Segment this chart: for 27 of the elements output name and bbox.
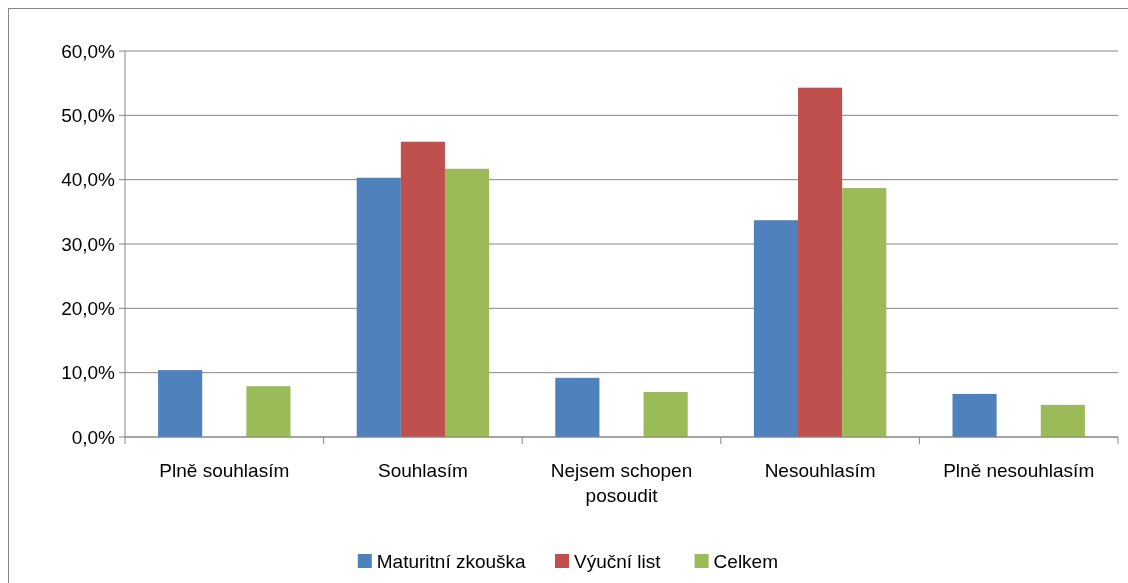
legend-label: Maturitní zkouška	[376, 550, 527, 572]
x-tick-label: Nejsem schopen posoudit	[550, 460, 693, 506]
bar	[555, 377, 600, 437]
bar	[643, 391, 688, 437]
x-tick-label: Nesouhlasím	[764, 460, 876, 481]
bar	[246, 386, 291, 437]
bar	[1040, 404, 1085, 437]
bar	[356, 177, 401, 437]
y-tick-label: 50,0%	[61, 104, 116, 126]
x-tick-label: Plně nesouhlasím	[943, 460, 1095, 481]
y-tick-label: 0,0%	[71, 426, 116, 448]
y-tick-label: 30,0%	[61, 233, 116, 255]
bar	[952, 393, 997, 437]
y-tick-label: 40,0%	[61, 169, 116, 191]
y-tick-label: 20,0%	[61, 297, 116, 319]
bar	[753, 220, 799, 437]
x-tick-label: Plně souhlasím	[159, 460, 290, 481]
bar	[158, 370, 203, 437]
legend-label: Výuční list	[574, 550, 662, 572]
bar	[798, 87, 843, 437]
y-tick-label: 10,0%	[61, 362, 116, 384]
bar	[842, 188, 887, 437]
y-tick-label: 60,0%	[61, 40, 116, 62]
bar	[400, 141, 445, 437]
bar	[444, 168, 490, 437]
x-tick-label: Souhlasím	[378, 460, 468, 481]
legend-label: Celkem	[713, 550, 779, 572]
